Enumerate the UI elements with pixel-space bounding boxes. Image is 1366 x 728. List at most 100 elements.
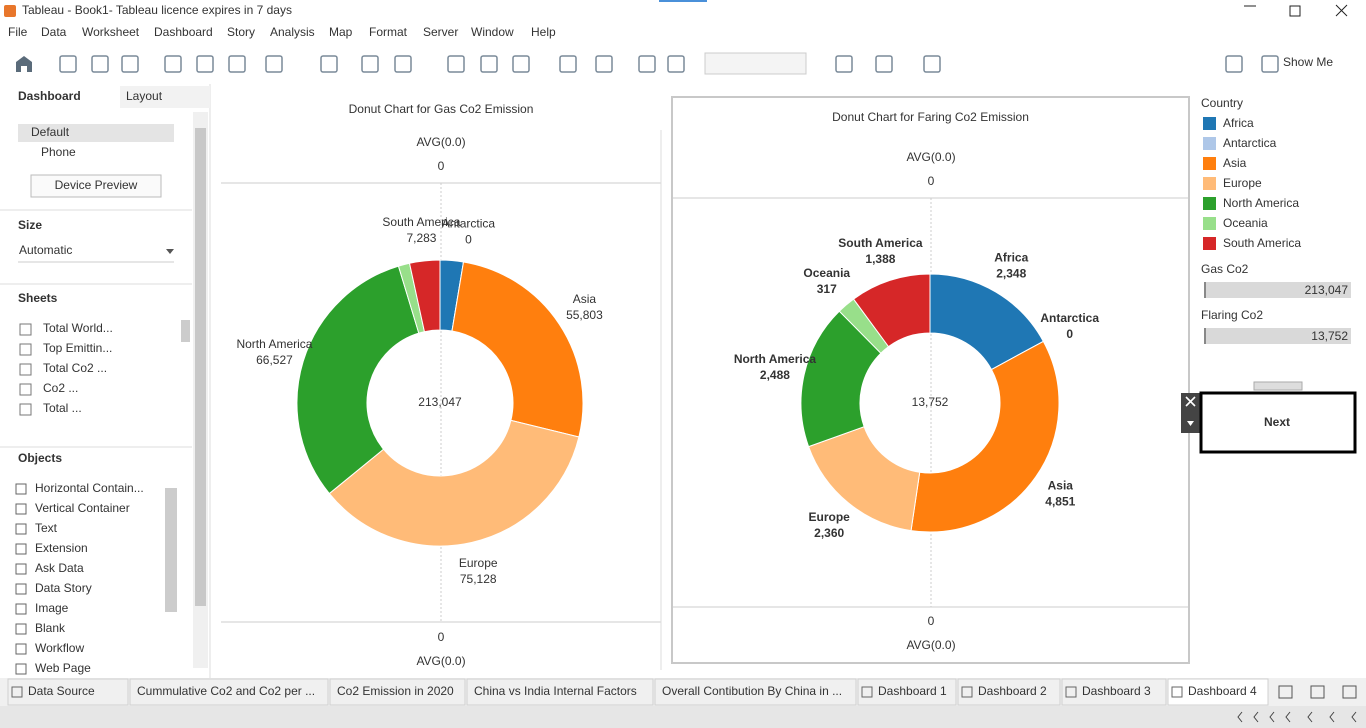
menu-item[interactable]: Help	[531, 25, 556, 39]
status-nav[interactable]	[1285, 711, 1291, 723]
legend-swatch[interactable]	[1203, 177, 1216, 190]
sheet-tab-label[interactable]: Dashboard 1	[878, 684, 947, 698]
legend-label[interactable]: South America	[1223, 236, 1301, 250]
toolbar-icon[interactable]	[512, 55, 530, 73]
more-icon[interactable]	[1187, 421, 1194, 426]
object-item[interactable]: Image	[35, 601, 69, 615]
legend-label[interactable]: Europe	[1223, 176, 1262, 190]
toolbar-icon[interactable]	[1225, 55, 1243, 73]
object-item[interactable]: Extension	[35, 541, 88, 555]
legend-label[interactable]: North America	[1223, 196, 1299, 210]
status-nav[interactable]	[1237, 711, 1243, 723]
sheet-tab-label[interactable]: China vs India Internal Factors	[474, 684, 637, 698]
sheet-tab-label[interactable]: Dashboard 3	[1082, 684, 1151, 698]
status-nav[interactable]	[1307, 711, 1313, 723]
object-item[interactable]: Horizontal Contain...	[35, 481, 144, 495]
legend-swatch[interactable]	[1203, 137, 1216, 150]
device-preview-label[interactable]: Device Preview	[55, 178, 138, 192]
legend-label[interactable]: Africa	[1223, 116, 1254, 130]
status-nav[interactable]	[1253, 711, 1259, 723]
new-sheet-icon[interactable]	[1310, 685, 1325, 699]
sheet-tab-label[interactable]: Dashboard 2	[978, 684, 1047, 698]
new-sheet-icon[interactable]	[1342, 685, 1357, 699]
toolbar-icon[interactable]	[595, 55, 613, 73]
menu-item[interactable]: Dashboard	[154, 25, 213, 39]
donut-slice[interactable]	[910, 340, 1060, 533]
sheet-tab[interactable]	[654, 678, 857, 706]
legend-swatch[interactable]	[1203, 157, 1216, 170]
toolbar-icon[interactable]	[667, 55, 685, 73]
panel-tab[interactable]: Dashboard	[18, 89, 81, 103]
object-item[interactable]: Web Page	[35, 661, 91, 675]
object-item[interactable]: Text	[35, 521, 58, 535]
toolbar-icon[interactable]	[875, 55, 893, 73]
device-preview-button[interactable]	[30, 174, 162, 198]
object-item[interactable]: Blank	[35, 621, 66, 635]
drag-handle[interactable]	[1253, 381, 1303, 391]
device-option[interactable]: Phone	[41, 145, 76, 159]
filter-bar[interactable]	[1204, 328, 1351, 344]
donut-slice[interactable]	[296, 265, 420, 495]
status-nav[interactable]	[1351, 711, 1357, 723]
legend-label[interactable]: Antarctica	[1223, 136, 1277, 150]
toolbar-icon[interactable]	[320, 55, 338, 73]
object-item[interactable]: Data Story	[35, 581, 92, 595]
menu-item[interactable]: Data	[41, 25, 67, 39]
sheet-item[interactable]: Total Co2 ...	[43, 361, 107, 375]
panel-tab[interactable]: Layout	[126, 89, 163, 103]
sheet-item[interactable]: Total World...	[43, 321, 113, 335]
sheet-tab[interactable]	[957, 678, 1061, 706]
menu-item[interactable]: Analysis	[270, 25, 315, 39]
objects-scrollbar[interactable]	[165, 488, 177, 612]
donut-slice[interactable]	[408, 259, 441, 333]
menu-item[interactable]: Server	[423, 25, 458, 39]
toolbar-icon[interactable]	[121, 55, 139, 73]
toolbar-icon[interactable]	[196, 55, 214, 73]
object-item[interactable]: Ask Data	[35, 561, 84, 575]
sheet-tab-label[interactable]: Overall Contibution By China in ...	[662, 684, 842, 698]
toolbar-icon[interactable]	[59, 55, 77, 73]
scrollbar-thumb[interactable]	[195, 128, 206, 606]
size-value[interactable]: Automatic	[19, 243, 72, 257]
sheet-tab-label[interactable]: Co2 Emission in 2020	[337, 684, 454, 698]
next-button[interactable]	[1199, 391, 1357, 454]
new-sheet-icon[interactable]	[1278, 685, 1293, 699]
legend-swatch[interactable]	[1203, 237, 1216, 250]
toolbar-icon[interactable]	[228, 55, 246, 73]
device-option[interactable]: Default	[31, 125, 70, 139]
legend-swatch[interactable]	[1203, 217, 1216, 230]
menu-item[interactable]: Format	[369, 25, 408, 39]
next-label[interactable]: Next	[1264, 415, 1290, 429]
sheet-tab-label[interactable]: Data Source	[28, 684, 95, 698]
menu-item[interactable]: Window	[471, 25, 514, 39]
donut-slice[interactable]	[328, 419, 580, 547]
sheet-item[interactable]: Co2 ...	[43, 381, 78, 395]
toolbar-icon[interactable]	[559, 55, 577, 73]
toolbar-icon[interactable]	[394, 55, 412, 73]
menu-item[interactable]: Map	[329, 25, 353, 39]
legend-label[interactable]: Asia	[1223, 156, 1247, 170]
donut-slice[interactable]	[451, 261, 584, 438]
home-icon[interactable]	[16, 56, 32, 72]
sheet-tab[interactable]	[129, 678, 329, 706]
sheet-tab[interactable]	[466, 678, 654, 706]
close-handle[interactable]	[1181, 393, 1200, 433]
toolbar-icon[interactable]	[91, 55, 109, 73]
sheet-item[interactable]: Total ...	[43, 401, 82, 415]
object-item[interactable]: Vertical Container	[35, 501, 130, 515]
toolbar-dropdown[interactable]	[704, 52, 807, 75]
sheet-tab-label[interactable]: Cummulative Co2 and Co2 per ...	[137, 684, 315, 698]
toolbar-icon[interactable]	[480, 55, 498, 73]
toolbar-icon[interactable]	[835, 55, 853, 73]
sheet-item[interactable]: Top Emittin...	[43, 341, 112, 355]
sheets-scrollbar[interactable]	[181, 320, 190, 342]
toolbar-icon[interactable]	[1261, 55, 1279, 73]
toolbar-icon[interactable]	[265, 55, 283, 73]
toolbar-icon[interactable]	[361, 55, 379, 73]
window-controls[interactable]	[1244, 4, 1348, 17]
toolbar-icon[interactable]	[638, 55, 656, 73]
sheet-tab[interactable]	[7, 678, 129, 706]
status-nav[interactable]	[1329, 711, 1335, 723]
legend-label[interactable]: Oceania	[1223, 216, 1268, 230]
filter-bar[interactable]	[1204, 282, 1351, 298]
